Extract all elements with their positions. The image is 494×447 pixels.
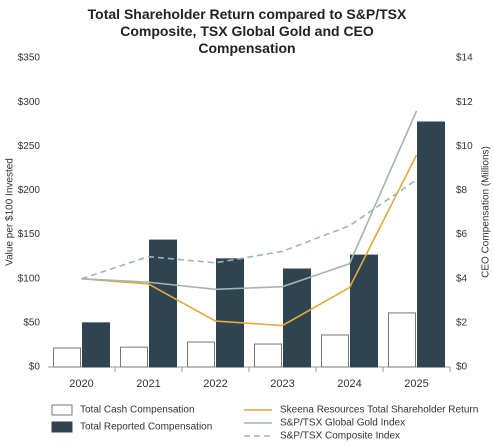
line [81, 110, 418, 291]
y2-tick-label: $2 [456, 317, 468, 328]
x-tick-label: 2020 [69, 378, 93, 390]
x-tick-label: 2023 [270, 378, 294, 390]
legend-swatch [51, 404, 73, 416]
legend-label: Total Cash Compensation [80, 405, 195, 416]
y2-tick-label: $14 [456, 53, 473, 64]
chart-title: Total Shareholder Return compared to S&P… [87, 6, 407, 56]
x-tick-label: 2021 [136, 378, 160, 390]
bar [321, 334, 349, 368]
y2-tick-label: $0 [456, 362, 468, 373]
y-tick-label: $150 [18, 229, 41, 240]
bar [120, 346, 148, 368]
y2-axis-label: CEO Compensation (Millions) [481, 146, 492, 278]
bar [417, 121, 445, 368]
y-tick-label: $0 [29, 362, 41, 373]
x-tick-label: 2022 [203, 378, 227, 390]
y2-tick-label: $4 [456, 273, 468, 284]
bar [216, 258, 244, 368]
bar [254, 343, 282, 368]
y-tick-label: $300 [18, 97, 41, 108]
bar [187, 341, 215, 368]
y-tick-label: $100 [18, 273, 41, 284]
y-tick-label: $250 [18, 141, 41, 152]
y2-tick-label: $12 [456, 97, 473, 108]
y2-tick-label: $10 [456, 141, 473, 152]
bar [350, 254, 378, 368]
bar [82, 322, 110, 368]
bar [53, 347, 81, 368]
y-tick-label: $350 [18, 53, 41, 64]
line [81, 154, 418, 327]
line [81, 179, 417, 280]
legend-label: Total Reported Compensation [80, 422, 212, 433]
y-axis-label: Value per $100 Invested [5, 158, 16, 266]
legend-label: S&P/TSX Composite Index [280, 431, 400, 442]
y-tick-label: $200 [18, 185, 41, 196]
x-tick-label: 2024 [337, 378, 361, 390]
y2-tick-label: $8 [456, 185, 468, 196]
bar [149, 239, 177, 368]
y-tick-label: $50 [23, 317, 40, 328]
legend-label: S&P/TSX Global Gold Index [280, 418, 405, 429]
legend-swatch [51, 421, 73, 433]
y2-tick-label: $6 [456, 229, 468, 240]
legend-label: Skeena Resources Total Shareholder Retur… [280, 405, 478, 416]
x-tick-label: 2025 [404, 378, 428, 390]
bar [388, 312, 416, 368]
